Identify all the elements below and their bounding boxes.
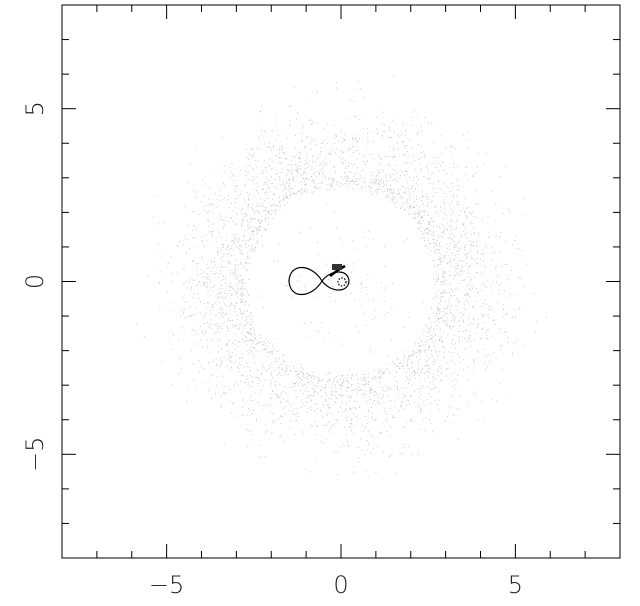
y-tick-label: 5	[21, 101, 49, 116]
roche-lobe	[288, 264, 350, 296]
x-tick-label: 0	[333, 571, 348, 599]
y-tick-label: −5	[21, 437, 49, 472]
x-tick-label: −5	[149, 571, 184, 599]
particles	[136, 75, 547, 475]
x-tick-label: 5	[508, 571, 523, 599]
particle-cloud	[136, 75, 547, 475]
y-tick-label: 0	[21, 274, 49, 289]
